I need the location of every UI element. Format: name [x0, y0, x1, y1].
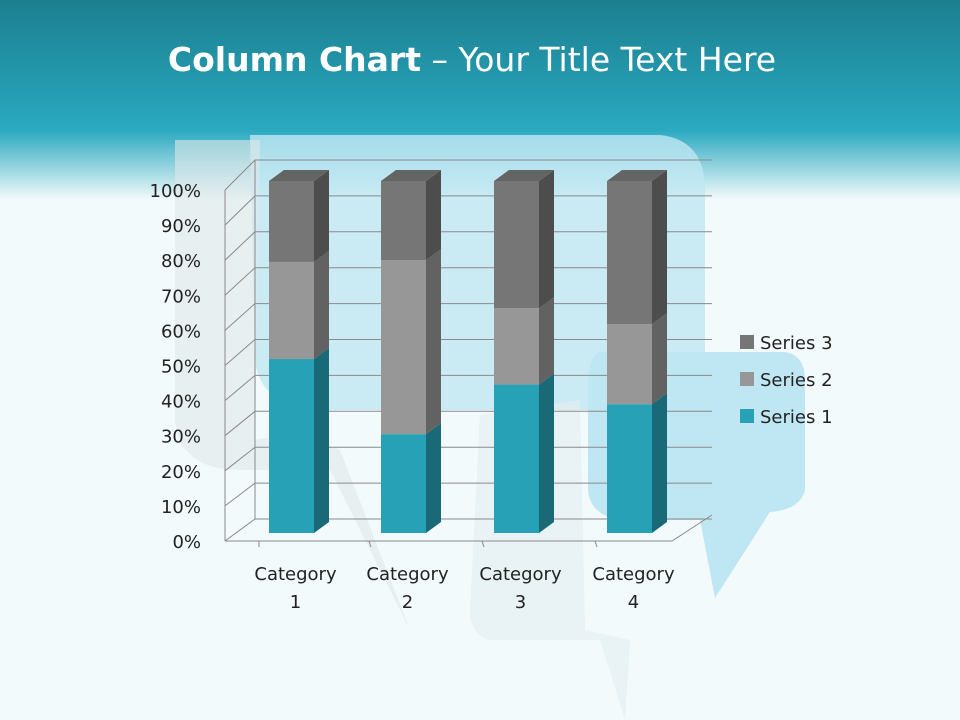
title-bold: Column Chart [167, 40, 421, 79]
legend: Series 3 Series 2 Series 1 [740, 333, 833, 428]
bar-series-2 [607, 324, 652, 405]
bar-side [426, 249, 441, 435]
y-tick-label: 0% [172, 532, 201, 553]
x-tick-label: Category [592, 564, 675, 585]
title-rest: – Your Title Text Here [420, 40, 777, 79]
bar-side [426, 170, 441, 261]
bar-series-3 [607, 181, 652, 325]
bar-series-1 [381, 434, 426, 533]
y-tick-label: 70% [161, 286, 201, 307]
bar-series-1 [607, 404, 652, 533]
bar-top [607, 170, 667, 181]
x-tick [368, 540, 372, 548]
legend-label: Series 3 [760, 333, 833, 354]
bar-side [652, 170, 667, 325]
bar-side [314, 170, 329, 262]
legend-swatch [740, 372, 754, 386]
y-tick-label: 90% [161, 216, 201, 237]
x-tick-label: 3 [515, 592, 526, 613]
bar-series-3 [381, 181, 426, 261]
x-tick-label: 1 [290, 592, 301, 613]
bar-top [381, 170, 441, 181]
bar-side [652, 313, 667, 405]
legend-swatch [740, 335, 754, 349]
y-tick-label: 50% [161, 357, 201, 378]
bar-side [539, 297, 554, 385]
bar-side [426, 423, 441, 533]
bar-series-2 [381, 260, 426, 435]
y-tick-label: 30% [161, 427, 201, 448]
bar-series-1 [269, 359, 314, 533]
y-tick-label: 10% [161, 497, 201, 518]
y-tick-label: 100% [150, 181, 201, 202]
bar-side [652, 393, 667, 533]
y-tick-label: 60% [161, 321, 201, 342]
y-tick-label: 40% [161, 392, 201, 413]
x-tick [594, 540, 598, 548]
legend-label: Series 1 [760, 407, 833, 428]
legend-label: Series 2 [760, 370, 833, 391]
bar-side [314, 250, 329, 360]
x-tick-label: 2 [402, 592, 413, 613]
bar-series-2 [269, 261, 314, 360]
x-tick-label: Category [254, 564, 337, 585]
bar-series-3 [494, 181, 539, 309]
y-tick-label: 80% [161, 251, 201, 272]
bar-top [494, 170, 554, 181]
bar-series-3 [269, 181, 314, 262]
bar-side [539, 170, 554, 309]
speech-bubble-decoration [175, 140, 410, 630]
bar-side [314, 348, 329, 533]
bar-series-2 [494, 308, 539, 385]
x-tick [481, 540, 485, 548]
floor-edge [225, 514, 713, 542]
bar-top [269, 170, 329, 181]
x-tick-label: 4 [628, 592, 639, 613]
bar-series-1 [494, 384, 539, 533]
speech-bubble-decoration [250, 135, 705, 410]
slide-title: Column Chart – Your Title Text Here [0, 40, 944, 79]
bar-side [539, 373, 554, 533]
y-tick-label: 20% [161, 462, 201, 483]
x-tick-label: Category [479, 564, 562, 585]
x-tick-label: Category [366, 564, 449, 585]
legend-swatch [740, 409, 754, 423]
